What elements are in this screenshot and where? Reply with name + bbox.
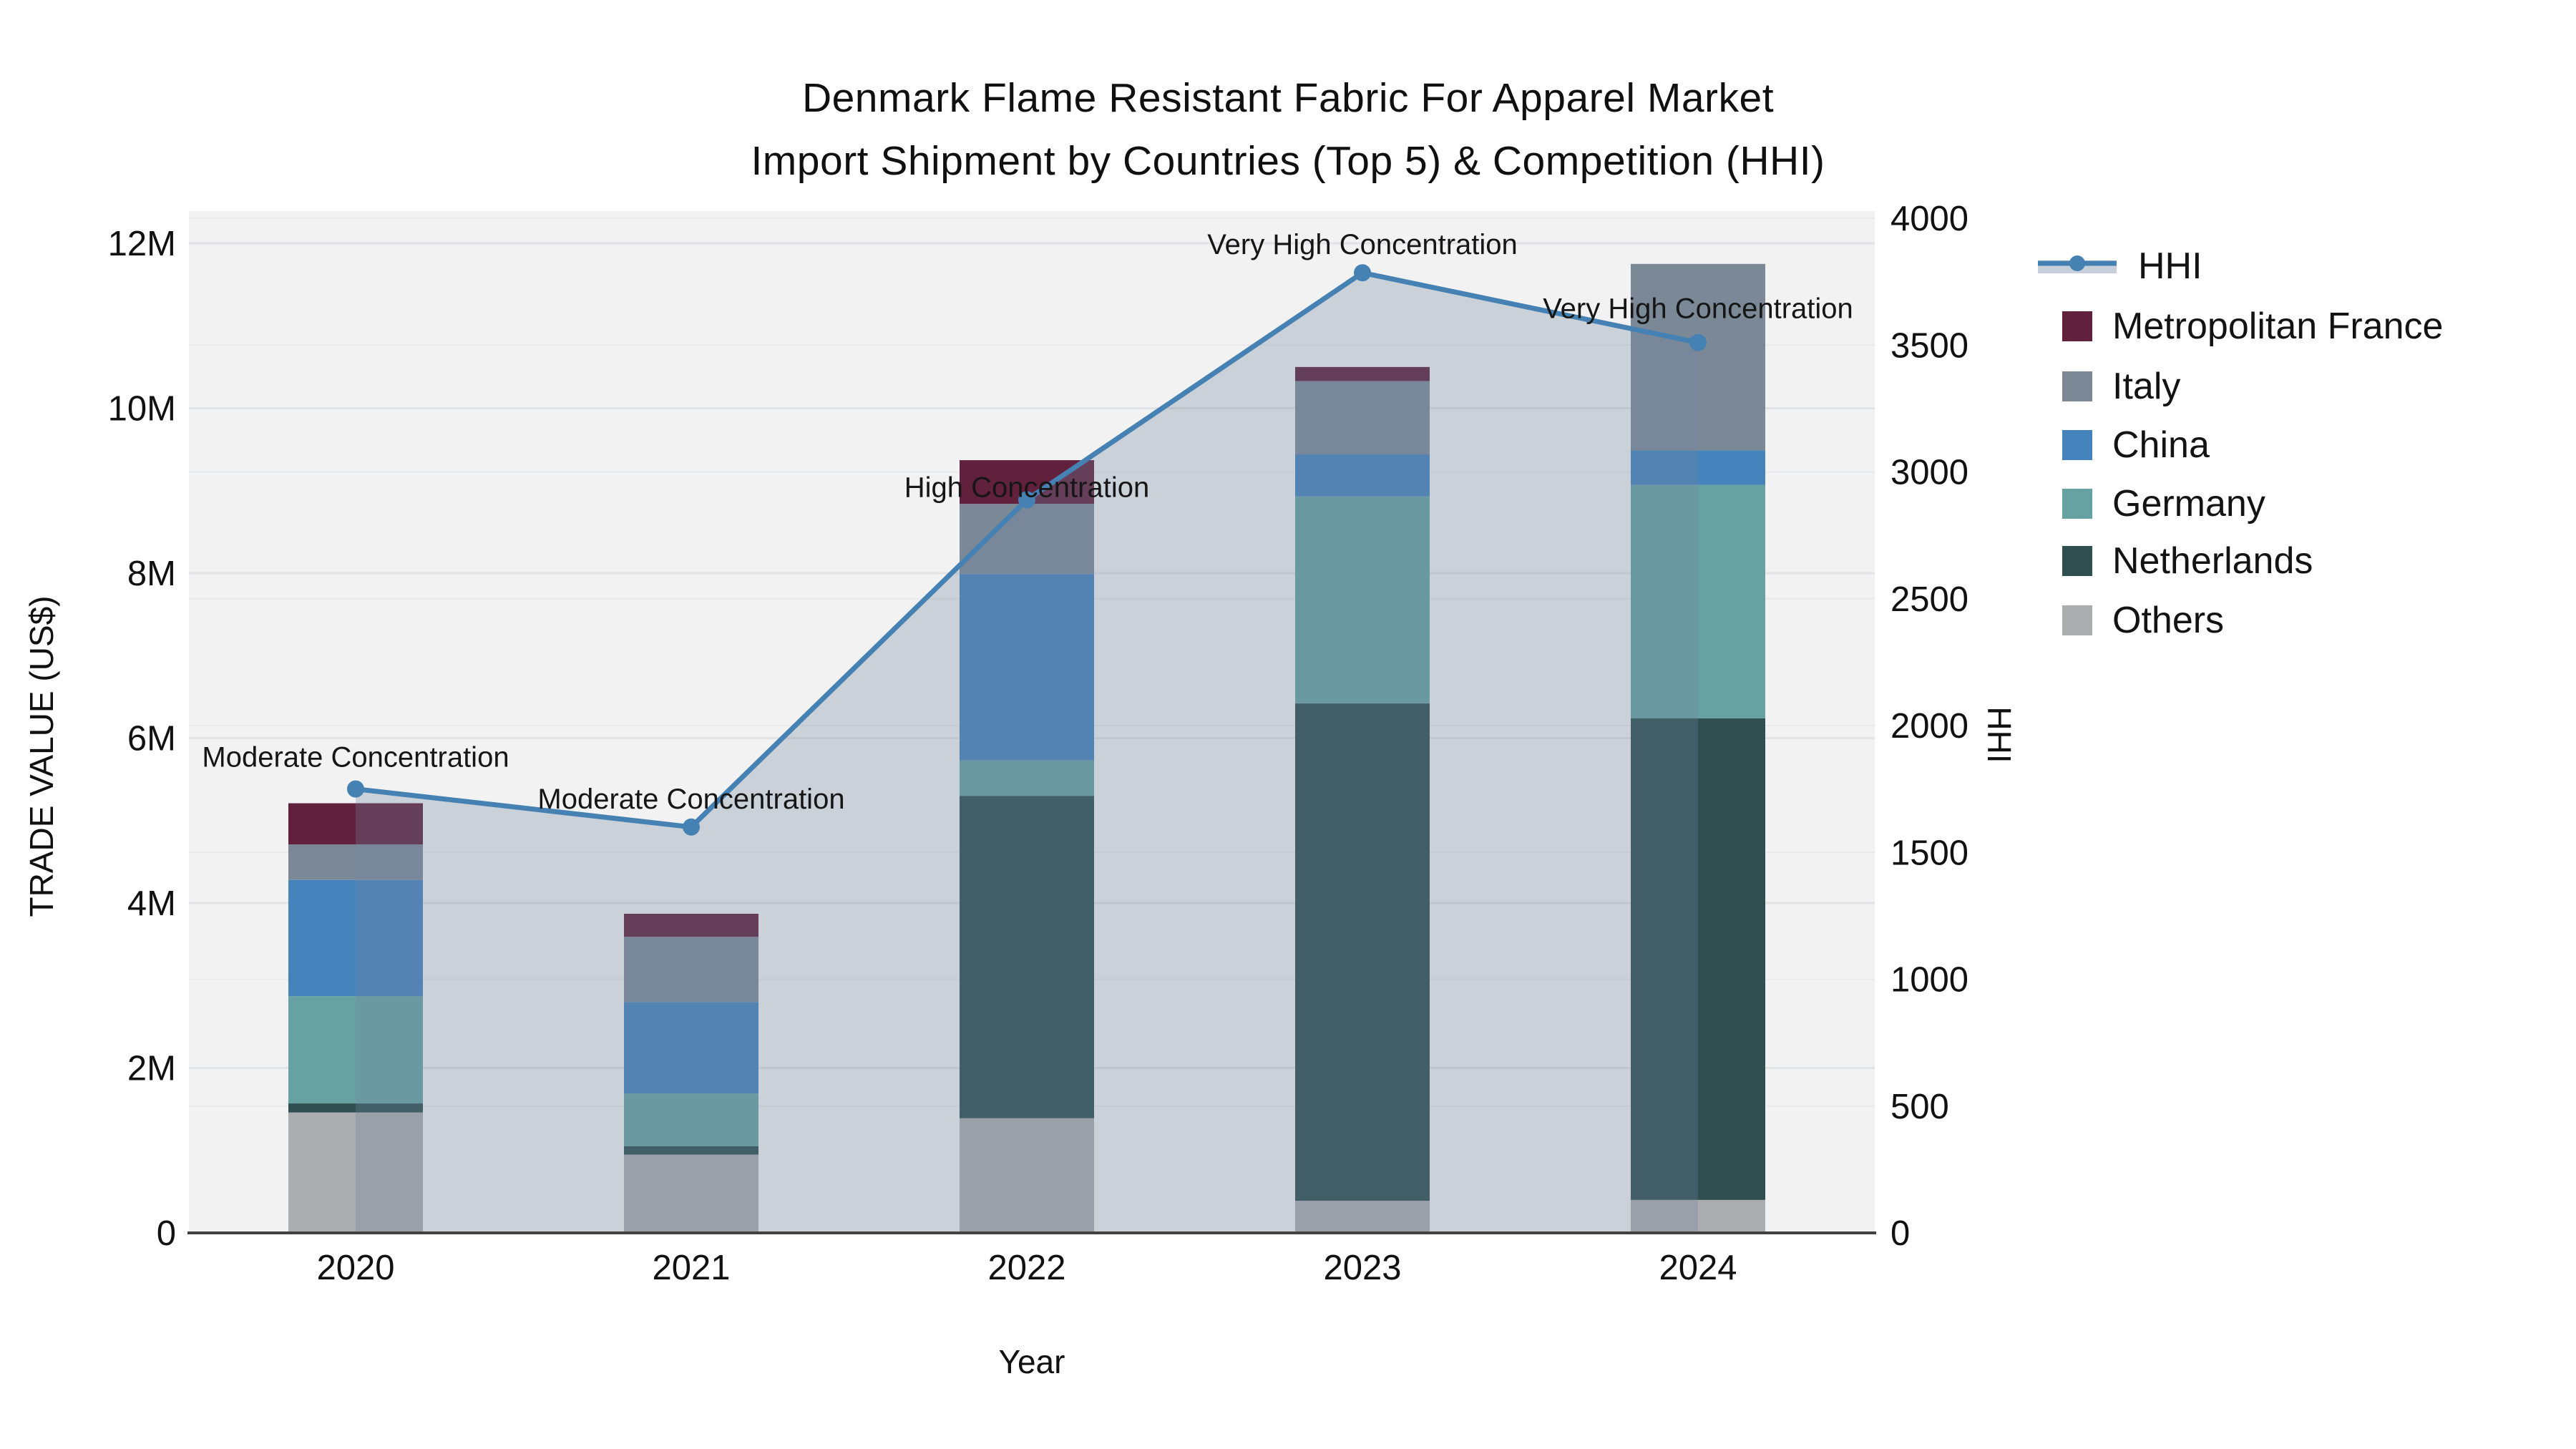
legend-label: Others — [2112, 600, 2225, 641]
x-tick-2020: 2020 — [316, 1249, 394, 1287]
legend-label: China — [2112, 424, 2210, 466]
legend-label: Metropolitan France — [2112, 306, 2444, 347]
bar-segment-2022-netherlands — [960, 796, 1094, 1118]
hhi-marker-2020 — [347, 780, 364, 798]
bar-segment-2021-netherlands — [624, 1146, 758, 1155]
y2-tick-1000: 1000 — [1890, 961, 1968, 1000]
x-tick-2021: 2021 — [652, 1249, 730, 1287]
bar-segment-2023-metropolitan-france — [1295, 366, 1430, 381]
legend-item-others[interactable]: Others — [2036, 590, 2224, 650]
legend-swatch-icon — [2062, 605, 2092, 635]
y-tick-10M: 10M — [108, 390, 176, 429]
y2-tick-4000: 4000 — [1890, 200, 1968, 238]
bar-segment-2020-china — [288, 879, 423, 997]
annotation-2020: Moderate Concentration — [202, 742, 509, 774]
legend-swatch-icon — [2062, 546, 2092, 576]
legend-swatch-icon — [2062, 489, 2092, 519]
bar-segment-2020-italy — [288, 844, 423, 880]
bar-segment-2024-others — [1631, 1199, 1765, 1233]
y2-tick-0: 0 — [1890, 1214, 1910, 1253]
bar-segment-2023-netherlands — [1295, 703, 1430, 1201]
bar-segment-2024-italy — [1631, 263, 1765, 451]
bar-segment-2023-italy — [1295, 381, 1430, 455]
bar-segment-2020-germany — [288, 996, 423, 1104]
legend-item-hhi[interactable]: HHI — [2036, 236, 2202, 296]
x-tick-2024: 2024 — [1659, 1249, 1737, 1287]
bar-segment-2023-germany — [1295, 496, 1430, 704]
bar-segment-2020-others — [288, 1112, 423, 1233]
chart-title-line2: Import Shipment by Countries (Top 5) & C… — [751, 138, 1825, 184]
x-axis-title: Year — [998, 1343, 1065, 1380]
bar-segment-2022-italy — [960, 504, 1094, 575]
y-tick-2M: 2M — [127, 1050, 176, 1088]
legend-swatch-icon — [2062, 430, 2092, 460]
annotation-2021: Moderate Concentration — [537, 784, 844, 815]
y2-tick-2000: 2000 — [1890, 707, 1968, 746]
hhi-area-fill — [356, 273, 1698, 1233]
legend-item-metropolitan-france[interactable]: Metropolitan France — [2036, 296, 2443, 356]
legend-item-italy[interactable]: Italy — [2036, 356, 2180, 416]
y2-tick-500: 500 — [1890, 1088, 1949, 1126]
hhi-marker-2024 — [1689, 333, 1707, 351]
legend-swatch-icon — [2062, 371, 2092, 401]
legend-item-netherlands[interactable]: Netherlands — [2036, 531, 2313, 591]
y-tick-4M: 4M — [127, 884, 176, 923]
y2-tick-1500: 1500 — [1890, 834, 1968, 872]
bar-segment-2022-others — [960, 1118, 1094, 1233]
bar-segment-2024-china — [1631, 450, 1765, 485]
legend-item-china[interactable]: China — [2036, 415, 2210, 475]
chart-title-line1: Denmark Flame Resistant Fabric For Appar… — [801, 75, 1775, 121]
legend-label: HHI — [2138, 245, 2202, 287]
bar-segment-2021-italy — [624, 937, 758, 1002]
bar-segment-2022-germany — [960, 760, 1094, 796]
bar-segment-2022-china — [960, 574, 1094, 761]
bar-segment-2021-china — [624, 1002, 758, 1094]
annotation-2024: Very High Concentration — [1543, 293, 1853, 325]
x-tick-2022: 2022 — [987, 1249, 1065, 1287]
bar-segment-2020-netherlands — [288, 1103, 423, 1113]
legend-item-germany[interactable]: Germany — [2036, 474, 2265, 534]
bar-segment-2023-china — [1295, 454, 1430, 497]
bar-segment-2021-germany — [624, 1093, 758, 1146]
y-axis-title: TRADE VALUE (US$) — [23, 595, 60, 917]
y-tick-6M: 6M — [127, 720, 176, 758]
y-tick-8M: 8M — [127, 555, 176, 593]
hhi-marker-2021 — [683, 818, 700, 836]
legend-swatch-icon — [2062, 311, 2092, 341]
bar-segment-2024-germany — [1631, 484, 1765, 718]
hhi-marker-2023 — [1354, 264, 1371, 282]
bar-segment-2024-netherlands — [1631, 718, 1765, 1200]
bar-segment-2021-metropolitan-france — [624, 913, 758, 937]
x-tick-2023: 2023 — [1323, 1249, 1401, 1287]
annotation-2023: Very High Concentration — [1207, 229, 1518, 260]
legend-label: Netherlands — [2112, 540, 2313, 582]
y2-axis-title: HHI — [1981, 706, 2018, 763]
hhi-line-swatch-icon — [2038, 255, 2117, 273]
y2-tick-3000: 3000 — [1890, 454, 1968, 492]
legend-label: Germany — [2112, 483, 2265, 525]
y2-tick-2500: 2500 — [1890, 580, 1968, 619]
hhi-marker-2022 — [1018, 491, 1035, 509]
legend-label: Italy — [2112, 366, 2181, 407]
bar-segment-2021-others — [624, 1154, 758, 1233]
y-tick-12M: 12M — [108, 225, 176, 263]
y2-tick-3500: 3500 — [1890, 326, 1968, 365]
bar-segment-2020-metropolitan-france — [288, 803, 423, 845]
annotation-2022: High Concentration — [904, 472, 1149, 503]
bar-segment-2023-others — [1295, 1201, 1430, 1233]
y-tick-0: 0 — [157, 1214, 176, 1253]
